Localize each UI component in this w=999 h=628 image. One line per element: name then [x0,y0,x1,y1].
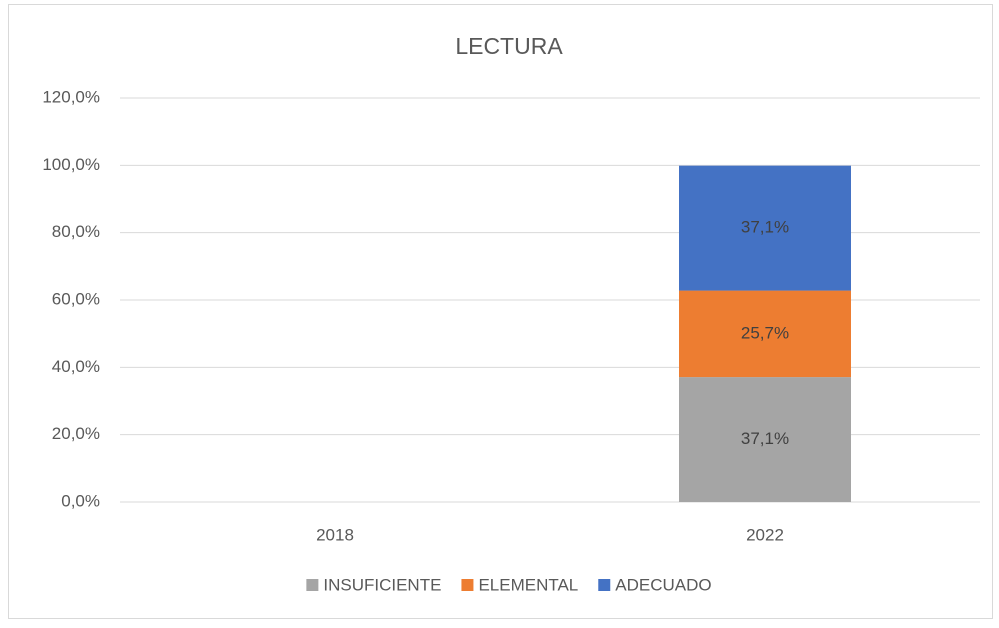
x-tick-label: 2018 [316,525,354,544]
y-tick-label: 20,0% [52,424,100,443]
data-label: 37,1% [741,429,789,448]
data-label: 25,7% [741,323,789,342]
y-tick-label: 120,0% [42,87,100,106]
legend-label: INSUFICIENTE [323,575,441,594]
data-label: 37,1% [741,218,789,237]
chart-title: LECTURA [455,33,563,59]
legend-swatch [461,579,474,591]
bar-segment [679,165,851,291]
x-tick-label: 2022 [746,525,784,544]
y-tick-label: 40,0% [52,357,100,376]
y-tick-label: 80,0% [52,222,100,241]
bar-segment [679,290,851,378]
legend-label: ELEMENTAL [478,575,578,594]
legend-label: ADECUADO [615,575,711,594]
y-tick-label: 0,0% [61,491,100,510]
legend-swatch [598,579,611,591]
legend-swatch [306,579,319,591]
bar-segment [679,377,851,502]
y-tick-label: 100,0% [42,155,100,174]
y-tick-label: 60,0% [52,289,100,308]
